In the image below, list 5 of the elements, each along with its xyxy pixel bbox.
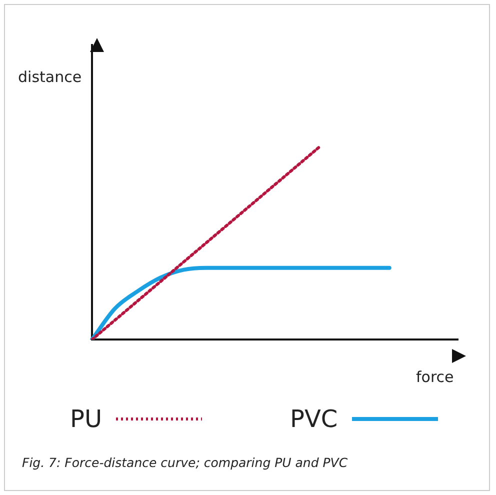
x-axis-title: force xyxy=(416,368,454,386)
legend-label: PVC xyxy=(290,405,338,433)
legend-label: PU xyxy=(70,405,102,433)
caption: Fig. 7: Force-distance curve; comparing PU and PVC xyxy=(22,455,348,470)
y-axis-title: distance xyxy=(18,68,82,86)
